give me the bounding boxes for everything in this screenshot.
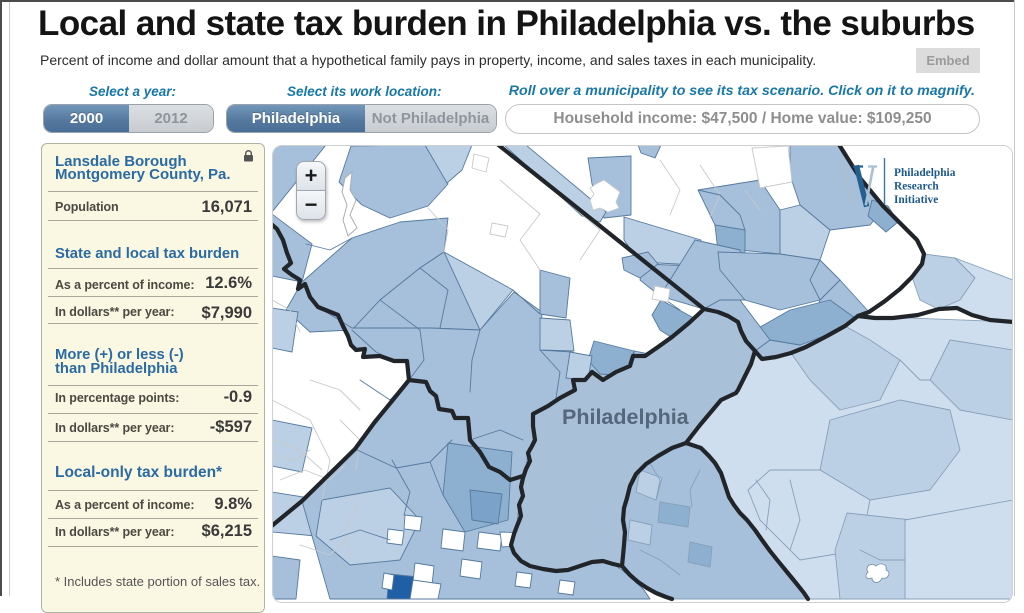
- svg-text:Philadelphia: Philadelphia: [894, 167, 956, 179]
- svg-text:Research: Research: [894, 181, 939, 193]
- svg-text:Initiative: Initiative: [894, 194, 938, 206]
- svg-text:Philadelphia: Philadelphia: [562, 405, 690, 429]
